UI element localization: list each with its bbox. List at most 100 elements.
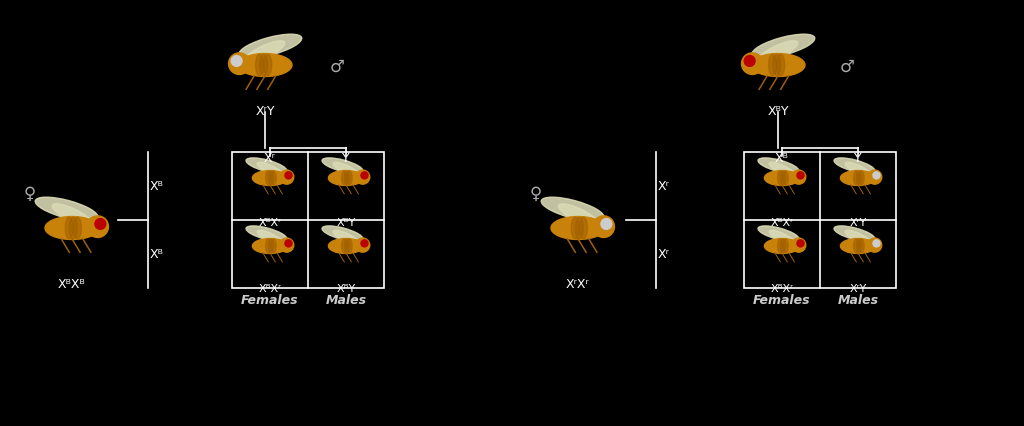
Ellipse shape xyxy=(70,217,78,239)
Circle shape xyxy=(792,170,806,184)
Ellipse shape xyxy=(265,171,271,185)
Text: XᴮXᴮ: XᴮXᴮ xyxy=(58,278,86,291)
Ellipse shape xyxy=(777,171,783,185)
Ellipse shape xyxy=(252,170,288,185)
Text: XʳY: XʳY xyxy=(255,105,274,118)
Ellipse shape xyxy=(263,54,271,76)
Ellipse shape xyxy=(268,171,273,185)
Ellipse shape xyxy=(347,239,352,253)
Ellipse shape xyxy=(344,239,349,253)
Ellipse shape xyxy=(758,41,798,62)
Text: ♀: ♀ xyxy=(24,185,36,203)
Circle shape xyxy=(280,238,294,252)
Ellipse shape xyxy=(246,41,285,62)
Ellipse shape xyxy=(74,217,82,239)
Text: Xʳ: Xʳ xyxy=(264,152,275,165)
Ellipse shape xyxy=(257,162,283,176)
Ellipse shape xyxy=(329,239,364,253)
Ellipse shape xyxy=(66,217,74,239)
Circle shape xyxy=(792,238,806,252)
Ellipse shape xyxy=(580,217,588,239)
Ellipse shape xyxy=(859,239,864,253)
Ellipse shape xyxy=(777,239,783,253)
Ellipse shape xyxy=(854,171,859,185)
Ellipse shape xyxy=(751,54,805,77)
Ellipse shape xyxy=(45,216,99,239)
Ellipse shape xyxy=(752,34,815,58)
Ellipse shape xyxy=(542,197,604,221)
Ellipse shape xyxy=(758,226,799,242)
Text: Males: Males xyxy=(326,294,367,307)
Ellipse shape xyxy=(342,171,347,185)
Ellipse shape xyxy=(257,230,283,244)
Ellipse shape xyxy=(271,239,276,253)
Ellipse shape xyxy=(845,162,870,176)
Circle shape xyxy=(741,53,763,75)
Circle shape xyxy=(280,170,294,184)
Ellipse shape xyxy=(772,54,780,76)
Circle shape xyxy=(361,172,368,179)
Ellipse shape xyxy=(256,54,263,76)
Circle shape xyxy=(228,53,250,75)
Circle shape xyxy=(95,219,105,229)
Ellipse shape xyxy=(35,197,98,221)
Circle shape xyxy=(87,216,109,237)
Ellipse shape xyxy=(268,239,273,253)
Ellipse shape xyxy=(769,54,776,76)
Ellipse shape xyxy=(322,226,362,242)
Ellipse shape xyxy=(333,230,358,244)
Ellipse shape xyxy=(841,170,876,185)
Text: Xᴮ: Xᴮ xyxy=(150,179,164,193)
Ellipse shape xyxy=(246,158,287,173)
Ellipse shape xyxy=(841,239,876,253)
Circle shape xyxy=(361,240,368,247)
Circle shape xyxy=(867,238,882,252)
Circle shape xyxy=(797,240,804,247)
Text: XᴮY: XᴮY xyxy=(767,105,788,118)
Text: Males: Males xyxy=(838,294,879,307)
Text: Xʳ: Xʳ xyxy=(658,248,670,261)
Ellipse shape xyxy=(260,54,267,76)
Ellipse shape xyxy=(271,171,276,185)
Ellipse shape xyxy=(575,217,584,239)
Text: Xʳ: Xʳ xyxy=(658,179,670,193)
Ellipse shape xyxy=(322,158,362,173)
Ellipse shape xyxy=(783,171,788,185)
Text: Xᴮ: Xᴮ xyxy=(150,248,164,261)
Circle shape xyxy=(872,172,880,179)
Text: Xᴮ: Xᴮ xyxy=(775,152,788,165)
Circle shape xyxy=(744,55,755,66)
Ellipse shape xyxy=(834,226,874,242)
Ellipse shape xyxy=(783,239,788,253)
Circle shape xyxy=(355,170,370,184)
Text: ♀: ♀ xyxy=(530,185,542,203)
Circle shape xyxy=(601,219,611,229)
Ellipse shape xyxy=(333,162,358,176)
Text: ♂: ♂ xyxy=(840,58,855,76)
Ellipse shape xyxy=(344,171,349,185)
Ellipse shape xyxy=(758,158,799,173)
Text: XᴮXʳ: XᴮXʳ xyxy=(770,218,794,228)
Text: XᴮXʳ: XᴮXʳ xyxy=(258,284,282,294)
Text: Y: Y xyxy=(342,152,350,165)
Text: XᴮY: XᴮY xyxy=(336,218,355,228)
Ellipse shape xyxy=(558,204,598,225)
Ellipse shape xyxy=(239,34,302,58)
Text: XʳY: XʳY xyxy=(849,284,866,294)
Text: XᴮY: XᴮY xyxy=(336,284,355,294)
Ellipse shape xyxy=(52,204,92,225)
Ellipse shape xyxy=(551,216,605,239)
Circle shape xyxy=(593,216,614,237)
Text: Females: Females xyxy=(242,294,299,307)
Ellipse shape xyxy=(845,230,870,244)
Ellipse shape xyxy=(769,162,795,176)
Text: XᴮXʳ: XᴮXʳ xyxy=(770,284,794,294)
Text: Females: Females xyxy=(754,294,811,307)
Text: XʳY: XʳY xyxy=(849,218,866,228)
Text: XᴮXʳ: XᴮXʳ xyxy=(258,218,282,228)
Ellipse shape xyxy=(246,226,287,242)
Circle shape xyxy=(872,240,880,247)
Bar xyxy=(744,152,896,288)
Ellipse shape xyxy=(238,54,292,77)
Ellipse shape xyxy=(834,158,874,173)
